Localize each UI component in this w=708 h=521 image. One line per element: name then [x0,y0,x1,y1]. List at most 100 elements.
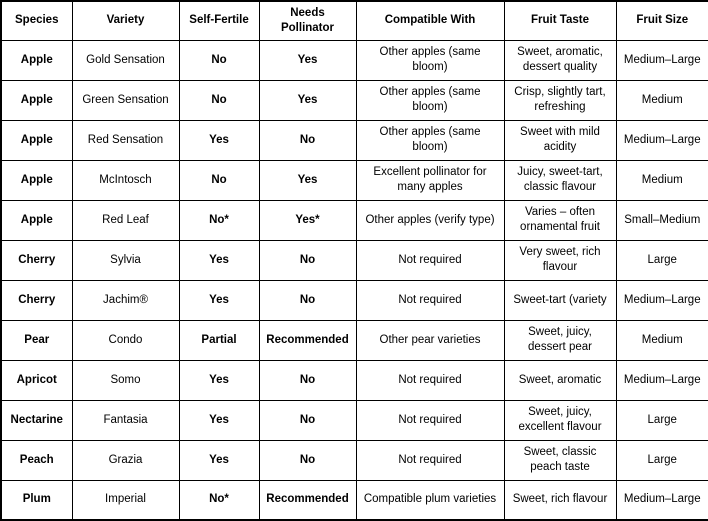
cell-self-fertile: No [178,159,260,201]
cell-fruit-size: Medium [615,319,708,361]
header-cell-compatible-with: Compatible With [355,0,505,41]
cell-compatible-with: Other apples (verify type) [355,199,505,241]
cell-variety: Jachim® [71,279,180,321]
cell-variety: Gold Sensation [71,39,180,81]
cell-fruit-size: Medium [615,159,708,201]
cell-compatible-with: Other apples (same bloom) [355,39,505,81]
cell-compatible-with: Not required [355,239,505,281]
cell-needs-pollinator: Yes [258,39,357,81]
cell-needs-pollinator: Yes [258,79,357,121]
cell-compatible-with: Other apples (same bloom) [355,79,505,121]
cell-species: Apple [0,159,73,201]
cell-self-fertile: Yes [178,439,260,481]
cell-compatible-with: Compatible plum varieties [355,479,505,521]
cell-needs-pollinator: No [258,359,357,401]
cell-fruit-taste: Sweet, juicy, excellent flavour [503,399,617,441]
cell-compatible-with: Not required [355,399,505,441]
cell-variety: Sylvia [71,239,180,281]
cell-fruit-size: Medium [615,79,708,121]
cell-compatible-with: Not required [355,439,505,481]
cell-variety: Red Leaf [71,199,180,241]
cell-self-fertile: Partial [178,319,260,361]
cell-fruit-taste: Varies – often ornamental fruit [503,199,617,241]
header-cell-variety: Variety [71,0,180,41]
table-row: Apple Red Leaf No* Yes* Other apples (verify… [0,199,708,241]
header-cell-self-fertile: Self-Fertile [178,0,260,41]
header-cell-needs-pollinator: Needs Pollinator [258,0,357,41]
cell-compatible-with: Not required [355,359,505,401]
cell-compatible-with: Other apples (same bloom) [355,119,505,161]
cell-self-fertile: No [178,79,260,121]
cell-variety: Imperial [71,479,180,521]
header-cell-fruit-taste: Fruit Taste [503,0,617,41]
cell-species: Peach [0,439,73,481]
cell-fruit-taste: Juicy, sweet-tart, classic flavour [503,159,617,201]
cell-self-fertile: No [178,39,260,81]
cell-variety: McIntosch [71,159,180,201]
cell-fruit-taste: Very sweet, rich flavour [503,239,617,281]
table-row: Apple Red Sensation Yes No Other apples (sam… [0,119,708,161]
cell-fruit-size: Medium–Large [615,119,708,161]
cell-species: Plum [0,479,73,521]
cell-fruit-size: Small–Medium [615,199,708,241]
table-row: Cherry Sylvia Yes No Not required Very sweet,… [0,239,708,281]
cell-self-fertile: Yes [178,399,260,441]
cell-needs-pollinator: No [258,239,357,281]
table-row: Apple Green Sensation No Yes Other apples (s… [0,79,708,121]
table-row: Apricot Somo Yes No Not required Sweet, aroma… [0,359,708,401]
cell-variety: Green Sensation [71,79,180,121]
cell-variety: Somo [71,359,180,401]
cell-needs-pollinator: Yes* [258,199,357,241]
table-body: Apple Gold Sensation No Yes Other apples (sa… [0,39,708,521]
header-cell-species: Species [0,0,73,41]
table-row: Plum Imperial No* Recommended Compatible plu… [0,479,708,521]
table-row: Apple McIntosch No Yes Excellent pollinator … [0,159,708,201]
cell-fruit-taste: Sweet with mild acidity [503,119,617,161]
cell-species: Pear [0,319,73,361]
cell-needs-pollinator: No [258,399,357,441]
table-header: Species Variety Self-Fertile Needs Pollinat… [0,0,708,41]
cell-species: Apple [0,79,73,121]
cell-species: Cherry [0,279,73,321]
cell-self-fertile: No* [178,479,260,521]
cell-needs-pollinator: Recommended [258,479,357,521]
cell-species: Apple [0,199,73,241]
cell-fruit-size: Large [615,239,708,281]
table-row: Peach Grazia Yes No Not required Sweet, class… [0,439,708,481]
cell-fruit-taste: Sweet, aromatic, dessert quality [503,39,617,81]
cell-fruit-size: Medium–Large [615,39,708,81]
cell-needs-pollinator: No [258,119,357,161]
cell-variety: Condo [71,319,180,361]
cell-species: Cherry [0,239,73,281]
cell-fruit-size: Medium–Large [615,359,708,401]
table-row: Pear Condo Partial Recommended Other pear va… [0,319,708,361]
table-row: Nectarine Fantasia Yes No Not required Sweet,… [0,399,708,441]
cell-self-fertile: Yes [178,239,260,281]
cell-needs-pollinator: No [258,279,357,321]
cell-fruit-taste: Sweet, classic peach taste [503,439,617,481]
cell-self-fertile: Yes [178,119,260,161]
cell-species: Apple [0,119,73,161]
cell-needs-pollinator: No [258,439,357,481]
cell-self-fertile: Yes [178,279,260,321]
header-cell-fruit-size: Fruit Size [615,0,708,41]
cell-compatible-with: Excellent pollinator for many apples [355,159,505,201]
cell-species: Apple [0,39,73,81]
cell-self-fertile: No* [178,199,260,241]
cell-fruit-taste: Sweet-tart (variety [503,279,617,321]
cell-needs-pollinator: Recommended [258,319,357,361]
cell-needs-pollinator: Yes [258,159,357,201]
cell-fruit-size: Large [615,399,708,441]
cell-fruit-taste: Crisp, slightly tart, refreshing [503,79,617,121]
cell-self-fertile: Yes [178,359,260,401]
table-row: Apple Gold Sensation No Yes Other apples (sa… [0,39,708,81]
cell-fruit-taste: Sweet, rich flavour [503,479,617,521]
cell-compatible-with: Not required [355,279,505,321]
cell-fruit-size: Medium–Large [615,279,708,321]
header-row: Species Variety Self-Fertile Needs Pollinat… [0,0,708,41]
table-row: Cherry Jachim® Yes No Not required Sweet-tart… [0,279,708,321]
cell-fruit-size: Large [615,439,708,481]
cell-compatible-with: Other pear varieties [355,319,505,361]
